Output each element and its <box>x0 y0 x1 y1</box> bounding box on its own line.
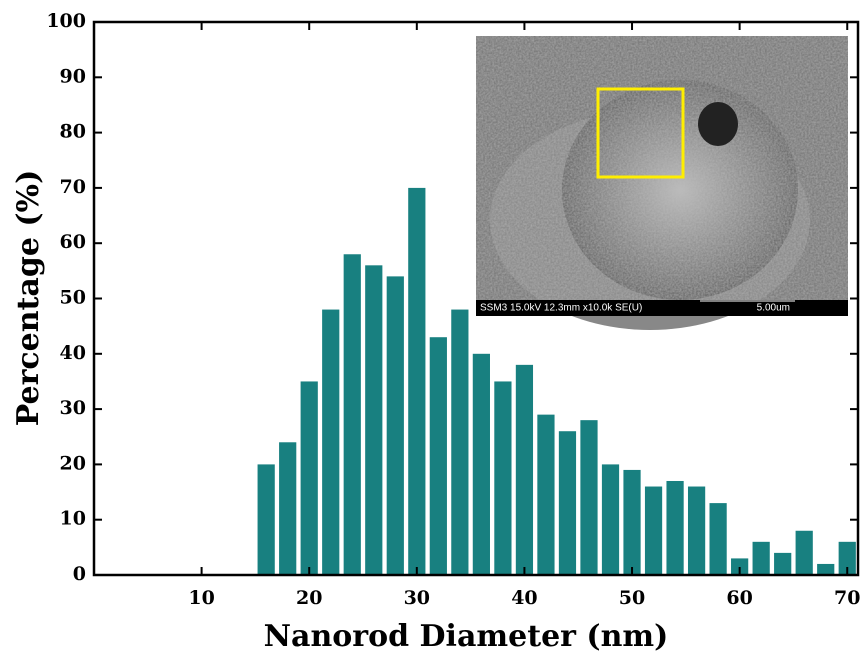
bar <box>322 310 339 575</box>
bar <box>387 276 404 575</box>
inset-image: SSM3 15.0kV 12.3mm x10.0k SE(U) 5.00um <box>476 36 848 330</box>
y-tick-label: 20 <box>60 452 86 474</box>
bar <box>279 442 296 575</box>
bar <box>301 381 318 575</box>
bar <box>645 487 662 575</box>
x-tick-label: 40 <box>511 587 537 609</box>
bar <box>537 415 554 575</box>
bar <box>365 265 382 575</box>
x-tick-label: 60 <box>726 587 752 609</box>
bar <box>623 470 640 575</box>
bar <box>408 188 425 575</box>
bar <box>710 503 727 575</box>
chart: SSM3 15.0kV 12.3mm x10.0k SE(U) 5.00um N… <box>0 0 864 654</box>
bar <box>473 354 490 575</box>
y-tick-label: 10 <box>60 508 86 530</box>
y-tick-label: 30 <box>60 397 86 419</box>
inset-caption: SSM3 15.0kV 12.3mm x10.0k SE(U) <box>480 303 642 314</box>
bar <box>559 431 576 575</box>
x-tick-label: 10 <box>188 587 214 609</box>
bar <box>430 337 447 575</box>
y-tick-label: 60 <box>60 231 86 253</box>
bar <box>666 481 683 575</box>
x-tick-label: 20 <box>296 587 322 609</box>
x-tick-label: 30 <box>404 587 430 609</box>
bar <box>516 365 533 575</box>
bar <box>258 464 275 575</box>
y-tick-label: 100 <box>46 10 86 32</box>
bar <box>796 531 813 575</box>
x-tick-label: 50 <box>619 587 645 609</box>
bar <box>580 420 597 575</box>
bar <box>344 254 361 575</box>
y-tick-label: 70 <box>60 176 86 198</box>
x-tick-label: 70 <box>834 587 860 609</box>
bar <box>494 381 511 575</box>
y-tick-label: 40 <box>60 342 86 364</box>
y-tick-label: 50 <box>60 287 86 309</box>
bar <box>451 310 468 575</box>
bar <box>753 542 770 575</box>
y-axis-label: Percentage (%) <box>11 170 46 427</box>
bar <box>774 553 791 575</box>
bar <box>688 487 705 575</box>
y-tick-label: 90 <box>60 65 86 87</box>
y-tick-label: 0 <box>73 563 86 585</box>
bar <box>602 464 619 575</box>
inset-scale: 5.00um <box>757 303 790 314</box>
x-axis-label: Nanorod Diameter (nm) <box>264 619 669 654</box>
y-tick-label: 80 <box>60 121 86 143</box>
bar <box>817 564 834 575</box>
